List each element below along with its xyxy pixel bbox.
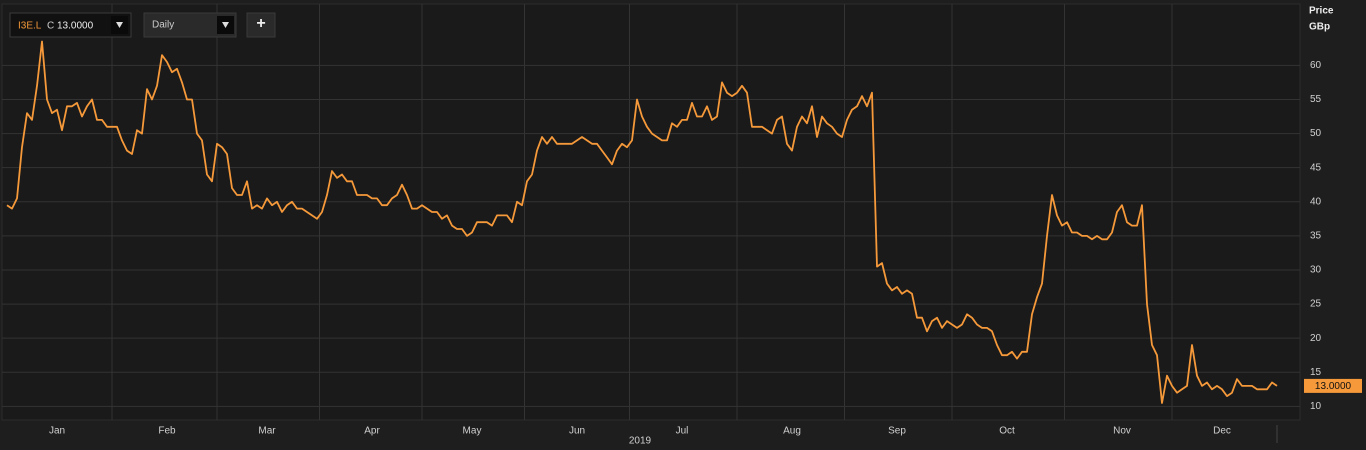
grid (2, 4, 1300, 420)
symbol-box[interactable] (9, 12, 132, 38)
y-tick-label: 55 (1310, 94, 1322, 105)
x-tick-label: Apr (364, 426, 380, 437)
x-tick-label: Nov (1113, 426, 1131, 437)
y-tick-label: 40 (1310, 196, 1322, 207)
interval: Daily (152, 20, 174, 31)
x-tick-label: Aug (783, 426, 801, 437)
add-icon: + (256, 15, 265, 32)
x-tick-label: Sep (888, 426, 906, 437)
y-tick-label: 50 (1310, 128, 1322, 139)
x-tick-label: Oct (999, 426, 1015, 437)
y-tick-label: 25 (1310, 299, 1322, 310)
x-tick-label: Feb (158, 426, 176, 437)
x-tick-label: Jul (676, 426, 689, 437)
close-value: 13.0000 (57, 21, 94, 32)
close-label: C (47, 21, 54, 32)
x-tick-label: May (463, 426, 482, 437)
y-tick-label: 60 (1310, 60, 1322, 71)
add-button[interactable] (246, 12, 276, 38)
x-tick-label: Jun (569, 426, 585, 437)
x-tick-label: Jan (49, 426, 65, 437)
y-tick-label: 20 (1310, 333, 1322, 344)
price-line (6, 40, 1278, 404)
x-tick-label: Dec (1213, 426, 1231, 437)
marks (6, 40, 1278, 404)
y-axis-title: Price (1309, 6, 1334, 17)
symbol: I3E.L (18, 21, 42, 32)
y-tick-label: 35 (1310, 231, 1322, 242)
plot-area (1, 3, 1301, 421)
x-axis-year: 2019 (629, 436, 652, 447)
y-tick-label: 45 (1310, 162, 1322, 173)
last-value-badge (1304, 378, 1362, 393)
y-tick-label: 30 (1310, 265, 1322, 276)
x-tick-label: Mar (258, 426, 276, 437)
y-tick-label: 15 (1310, 367, 1322, 378)
y-tick-label: 10 (1310, 401, 1322, 412)
y-axis-unit: GBp (1309, 22, 1330, 33)
last-value-label: 13.0000 (1315, 381, 1352, 392)
dropdown-arrow (116, 22, 123, 28)
dropdown-arrow (222, 22, 229, 28)
